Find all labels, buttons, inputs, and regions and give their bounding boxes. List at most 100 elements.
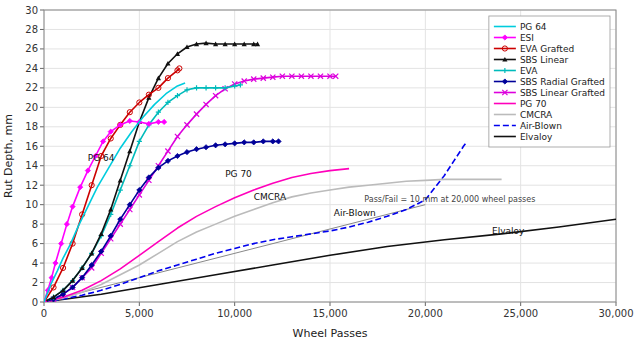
legend-marker [502,90,507,95]
point-marker [108,207,113,212]
point-marker [184,122,189,127]
tick-label: 4 [32,258,38,269]
point-marker [308,74,313,79]
point-marker [53,260,58,265]
point-marker [85,168,90,173]
legend-swatch [494,125,516,127]
tick [616,302,617,306]
annotation: CMCRA [254,192,287,202]
series [44,118,167,302]
legend-box [489,16,610,147]
point-marker [261,139,266,144]
legend-label: EVA Grafted [520,44,574,54]
series [44,40,260,302]
point-marker [232,83,237,88]
point-marker [251,140,256,145]
point-marker [165,100,170,105]
point-marker [70,285,75,290]
legend-swatch [494,136,516,138]
point-marker [270,139,275,144]
point-marker [137,139,142,144]
legend-marker [502,68,507,73]
tick-label: 26 [25,43,38,54]
tick [40,146,44,147]
annotations: Pass/Fail = 10 mm at 20,000 wheel passes… [88,153,535,236]
tick-label: 5,000 [125,308,154,319]
series-line [44,121,164,302]
legend-label: SBS Radial Grafted [520,77,605,87]
point-marker [137,187,142,192]
series [44,219,616,302]
chart: 05,00010,00015,00020,00025,00030,0000246… [0,0,641,345]
point-marker [213,85,218,90]
reference-line [44,205,425,302]
point-marker [108,233,113,238]
tick [40,29,44,30]
series [44,83,185,302]
point-marker [299,74,304,79]
point-marker [127,202,132,207]
point-marker [333,74,338,79]
point-marker [261,76,266,81]
point-marker [184,150,189,155]
point-marker [51,285,56,290]
point-marker [251,77,256,82]
point-marker [156,85,161,90]
legend-label: PG 64 [520,22,547,32]
point-marker [175,134,180,139]
point-marker [89,183,94,188]
series-line [44,83,185,302]
point-marker [177,66,182,71]
tick-label: 16 [25,141,38,152]
annotation: Pass/Fail = 10 mm at 20,000 wheel passes [364,195,535,204]
tick [40,302,44,303]
point-marker [118,178,123,183]
point-marker [70,278,75,283]
point-marker [175,93,180,98]
tick [40,224,44,225]
point-marker [280,74,285,79]
point-marker [108,129,113,134]
tick [40,48,44,49]
point-marker [118,122,123,127]
point-marker [127,110,132,115]
point-marker [165,149,170,154]
point-marker [156,76,161,81]
tick-label: 18 [25,121,38,132]
grid-line [234,10,235,302]
axes: 05,00010,00015,00020,00025,00030,0000246… [25,5,633,320]
grid-line [44,185,616,186]
legend-label: SBS Linear [520,55,569,65]
point-marker [80,275,85,280]
legend-marker [502,79,507,84]
point-marker [51,295,56,300]
annotation: Air-Blown [334,208,376,218]
tick-label: 10 [25,199,38,210]
point-marker [146,92,151,97]
legend-swatch [494,48,516,50]
tick-label: 0 [41,308,47,319]
point-marker [137,100,142,105]
legend-label: Elvaloy [520,132,553,142]
point-marker [156,119,161,124]
point-marker [289,74,294,79]
point-marker [156,165,161,170]
annotation: PG 64 [88,153,115,163]
tick-label: 12 [25,180,38,191]
point-marker [118,217,123,222]
point-marker [213,41,218,46]
series-line [44,76,336,302]
grid-line [330,10,331,302]
series-line [44,43,258,302]
point-marker [64,222,69,227]
point-marker [223,142,228,147]
tick [40,282,44,283]
legend-label: SBS Linear Grafted [520,88,605,98]
legend-swatch [494,114,516,116]
point-marker [318,74,323,79]
point-marker [276,139,281,144]
point-marker [99,231,104,236]
point-marker [194,85,199,90]
tick-label: 15,000 [313,308,348,319]
x-axis-label: Wheel Passes [293,327,368,340]
